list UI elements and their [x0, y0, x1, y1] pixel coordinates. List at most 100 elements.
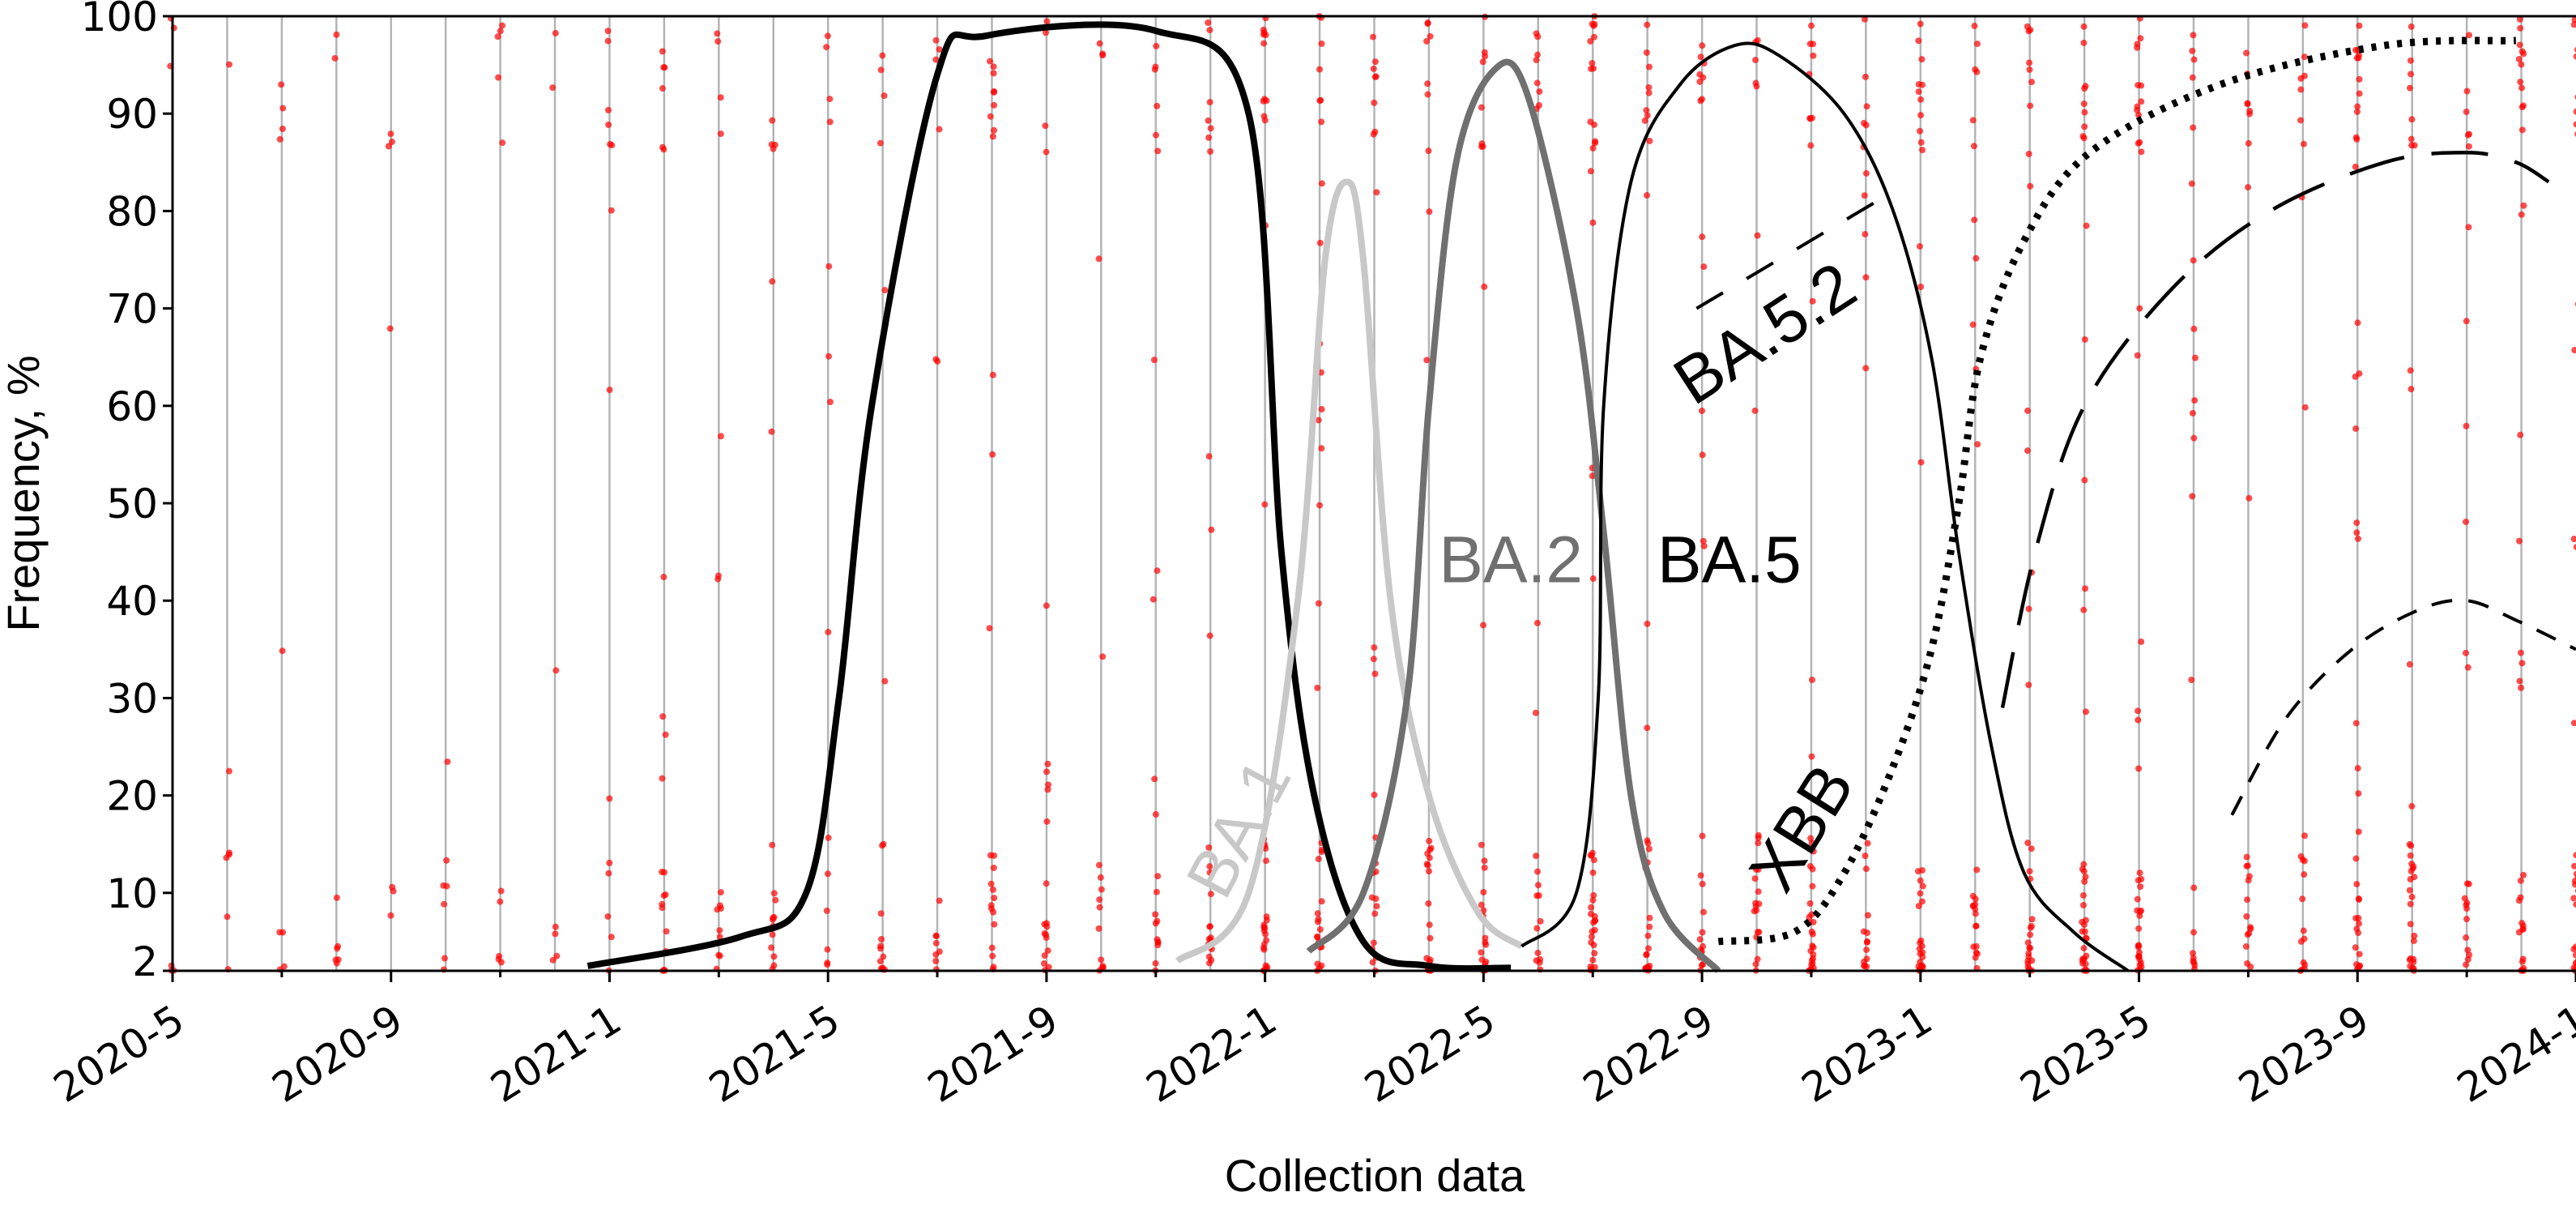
scatter-point: [1207, 934, 1214, 942]
scatter-point: [2518, 211, 2525, 218]
scatter-point: [604, 28, 612, 35]
scatter-point: [1643, 951, 1650, 959]
scatter-point: [2025, 151, 2032, 158]
scatter-point: [2570, 21, 2576, 28]
scatter-point: [2461, 895, 2468, 902]
scatter-point: [1808, 753, 1815, 760]
scatter-point: [1043, 880, 1050, 887]
scatter-point: [2081, 476, 2088, 484]
scatter-point: [2571, 862, 2576, 870]
y-tick-label: 70: [106, 286, 158, 333]
scatter-point: [604, 912, 612, 920]
series-line-ba-5: [1520, 41, 2130, 972]
scatter-point: [1972, 910, 1979, 917]
scatter-point: [770, 890, 778, 897]
scatter-point: [1754, 929, 1761, 936]
scatter-point: [1478, 949, 1485, 956]
scatter-point: [659, 85, 666, 92]
scatter-point: [1154, 567, 1161, 575]
y-axis-label: Frequency, %: [0, 355, 49, 631]
scatter-point: [2353, 108, 2361, 115]
scatter-point: [2352, 720, 2360, 727]
scatter-point: [2081, 109, 2088, 116]
scatter-point: [2025, 605, 2032, 613]
scatter-point: [1700, 263, 1708, 271]
scatter-point: [2353, 881, 2361, 888]
scatter-point: [441, 900, 448, 908]
scatter-point: [1862, 852, 1869, 860]
scatter-point: [1808, 22, 1815, 29]
scatter-point: [1699, 929, 1706, 936]
scatter-point: [1589, 59, 1596, 66]
scatter-point: [2079, 928, 2086, 935]
scatter-point: [825, 834, 832, 841]
scatter-point: [1205, 844, 1213, 851]
scatter-point: [1371, 99, 1378, 106]
annotation-label: BA.5.2: [1661, 249, 1869, 419]
scatter-point: [1043, 29, 1050, 36]
x-tick-label: 2022-5: [1357, 996, 1503, 1112]
scatter-point: [1263, 857, 1270, 865]
scatter-point: [2297, 117, 2304, 124]
scatter-point: [879, 842, 886, 849]
scatter-point: [2571, 878, 2576, 885]
scatter-point: [1969, 117, 1977, 124]
scatter-point: [879, 52, 886, 59]
scatter-point: [1917, 283, 1925, 290]
scatter-point: [659, 775, 666, 782]
scatter-point: [2518, 684, 2525, 691]
scatter-point: [1371, 58, 1379, 66]
scatter-point: [2301, 404, 2309, 411]
scatter-point: [2024, 407, 2032, 414]
scatter-point: [1318, 848, 1325, 856]
scatter-point: [1698, 962, 1705, 969]
scatter-point: [1423, 357, 1431, 364]
scatter-point: [877, 66, 885, 74]
scatter-point: [1098, 886, 1105, 893]
scatter-point: [1427, 32, 1434, 40]
scatter-point: [1644, 945, 1652, 952]
scatter-point: [989, 451, 996, 458]
scatter-point: [1645, 89, 1653, 96]
scatter-point: [2355, 535, 2362, 542]
scatter-point: [2136, 870, 2143, 877]
scatter-point: [332, 956, 339, 964]
scatter-point: [1700, 542, 1708, 549]
scatter-point: [989, 371, 996, 378]
scatter-point: [659, 48, 666, 55]
scatter-point: [1536, 88, 1543, 95]
scatter-point: [826, 118, 834, 126]
scatter-point: [824, 961, 831, 968]
scatter-point: [1700, 942, 1707, 950]
scatter-point: [2352, 134, 2360, 141]
scatter-point: [716, 934, 723, 941]
scatter-point: [769, 931, 776, 938]
y-tick-label: 40: [106, 578, 158, 625]
scatter-point: [2135, 925, 2143, 932]
x-tick-label: 2020-9: [264, 996, 411, 1112]
scatter-point: [1700, 537, 1707, 545]
scatter-point: [2134, 352, 2141, 359]
series-line-short-dash: [2230, 598, 2576, 816]
scatter-point: [770, 145, 777, 152]
series-line-ba-1: [1175, 178, 1525, 964]
scatter-point: [1096, 40, 1103, 47]
scatter-point: [659, 143, 667, 151]
scatter-point: [2520, 871, 2527, 878]
scatter-point: [388, 139, 395, 146]
scatter-point: [1919, 147, 1926, 154]
scatter-point: [1751, 875, 1759, 882]
scatter-point: [2463, 318, 2470, 325]
scatter-point: [1045, 964, 1052, 971]
scatter-point: [2080, 39, 2088, 46]
scatter-point: [2134, 895, 2141, 903]
scatter-point: [1809, 930, 1816, 938]
scatter-point: [2191, 397, 2199, 404]
scatter-point: [932, 56, 940, 63]
scatter-point: [1752, 57, 1759, 64]
scatter-point: [659, 713, 667, 720]
scatter-point: [1206, 863, 1213, 870]
scatter-point: [2519, 925, 2527, 933]
scatter-point: [1973, 254, 1980, 262]
scatter-point: [1699, 880, 1706, 887]
